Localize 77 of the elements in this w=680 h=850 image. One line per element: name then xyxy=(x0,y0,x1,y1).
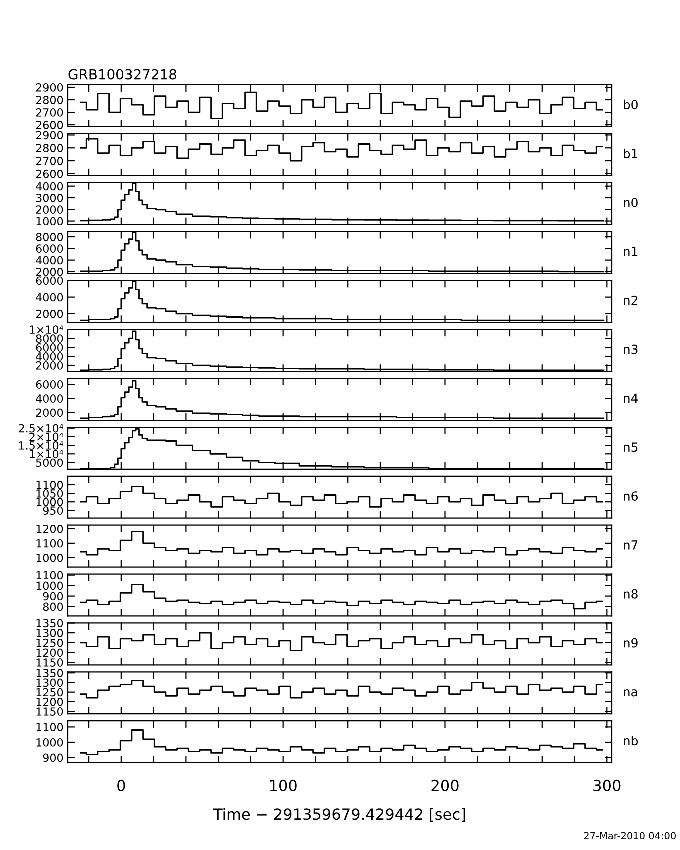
y-tick-label: 5000 xyxy=(36,458,64,468)
y-tick-label: 1250 xyxy=(36,688,64,697)
y-tick-label: 8000 xyxy=(36,233,64,242)
y-tick-label: 900 xyxy=(43,592,64,601)
y-tick-label: 1250 xyxy=(36,638,64,648)
y-tick-label: 2900 xyxy=(36,131,64,140)
y-tick-label: 1050 xyxy=(36,490,64,498)
y-tick-label: 2700 xyxy=(36,108,64,117)
y-tick-label: 6000 xyxy=(36,344,64,352)
y-tick-label: 1200 xyxy=(36,648,64,658)
y-tick-label: 1000 xyxy=(36,554,64,562)
text: b0 xyxy=(624,100,638,110)
y-tick-label: 4000 xyxy=(36,352,64,361)
text: n2 xyxy=(624,296,638,306)
text: n5 xyxy=(624,442,638,452)
y-tick-label: 2000 xyxy=(36,408,64,418)
y-tick-label: 2600 xyxy=(36,121,64,130)
y-tick-label: 8000 xyxy=(36,334,64,343)
y-tick-label: 1200 xyxy=(36,524,64,534)
y-tick-label: 1350 xyxy=(36,619,64,628)
text: b1 xyxy=(624,148,638,159)
y-tick-label: 6000 xyxy=(36,244,64,254)
y-tick-label: 1350 xyxy=(36,669,64,678)
text: n6 xyxy=(624,492,638,502)
text: n3 xyxy=(624,344,638,354)
y-tick-label: 2600 xyxy=(36,170,64,178)
x-axis-title: Time − 291359679.429442 [sec] xyxy=(213,808,466,822)
text: nb xyxy=(624,736,638,746)
y-tick-label: 1000 xyxy=(36,217,64,226)
y-tick-label: 1300 xyxy=(36,678,64,688)
text: n8 xyxy=(624,589,638,599)
y-tick-label: 6000 xyxy=(36,276,64,286)
y-tick-label: 1×10⁴ xyxy=(30,326,64,334)
x-tick-label: 300 xyxy=(594,780,621,792)
y-tick-label: 2000 xyxy=(36,206,64,214)
y-tick-label: 6000 xyxy=(36,380,64,389)
text: n1 xyxy=(624,247,638,256)
y-tick-label: 1000 xyxy=(36,582,64,590)
y-tick-label: 2×10⁴ xyxy=(30,432,64,442)
text: n0 xyxy=(624,198,638,208)
x-tick-label: 0 xyxy=(118,780,126,792)
y-tick-label: 1.5×10⁴ xyxy=(19,442,64,450)
y-tick-label: 2800 xyxy=(36,96,64,104)
y-tick-label: 1000 xyxy=(36,498,64,506)
text: 27-Mar-2010 04:00 xyxy=(584,832,676,840)
y-tick-label: 3000 xyxy=(36,194,64,202)
y-tick-label: 1×10⁴ xyxy=(30,450,64,459)
y-tick-label: 2000 xyxy=(36,361,64,370)
y-tick-label: 2700 xyxy=(36,156,64,166)
y-tick-label: 2000 xyxy=(36,268,64,276)
y-tick-label: 1100 xyxy=(36,480,64,490)
y-tick-label: 2.5×10⁴ xyxy=(19,424,64,433)
y-tick-label: 1200 xyxy=(36,698,64,706)
y-tick-label: 4000 xyxy=(36,394,64,404)
chart-title: GRB100327218 xyxy=(68,69,177,80)
y-tick-label: 2900 xyxy=(36,83,64,92)
y-tick-label: 1100 xyxy=(36,539,64,548)
text: n4 xyxy=(624,394,638,403)
y-tick-label: 1150 xyxy=(36,708,64,716)
y-tick-label: 1000 xyxy=(36,738,64,747)
y-tick-label: 2800 xyxy=(36,144,64,152)
y-tick-label: 4000 xyxy=(36,182,64,191)
text: n9 xyxy=(624,638,638,648)
x-tick-label: 200 xyxy=(432,780,459,792)
y-tick-label: 900 xyxy=(43,754,64,762)
y-tick-label: 800 xyxy=(43,602,64,612)
text: na xyxy=(624,690,638,697)
y-tick-label: 1150 xyxy=(36,658,64,667)
x-tick-label: 100 xyxy=(270,780,297,792)
y-tick-label: 950 xyxy=(43,506,64,516)
y-tick-label: 1300 xyxy=(36,629,64,638)
y-tick-label: 2000 xyxy=(36,310,64,318)
y-tick-label: 1100 xyxy=(36,571,64,580)
text: n7 xyxy=(624,540,638,550)
y-tick-label: 4000 xyxy=(36,256,64,265)
y-tick-label: 1100 xyxy=(36,723,64,732)
y-tick-label: 4000 xyxy=(36,293,64,302)
